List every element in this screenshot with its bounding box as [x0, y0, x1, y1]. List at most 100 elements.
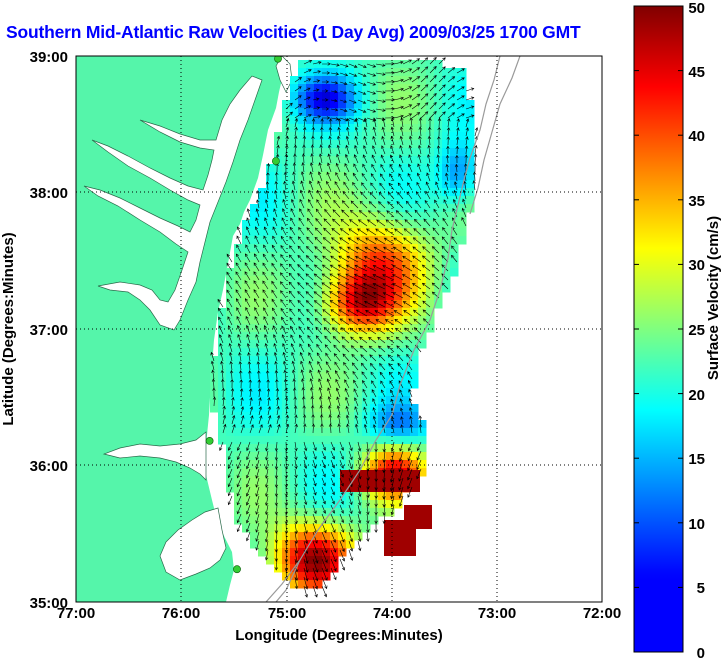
velocity-arrow	[339, 549, 345, 562]
velocity-arrow	[301, 153, 306, 164]
velocity-cell	[330, 76, 339, 85]
velocity-cell	[258, 492, 267, 501]
velocity-cell	[274, 540, 283, 549]
velocity-cell	[378, 252, 387, 261]
velocity-cell	[394, 236, 403, 245]
velocity-cell	[346, 188, 355, 197]
velocity-arrow	[294, 540, 299, 554]
velocity-arrow	[283, 369, 287, 380]
velocity-cell	[378, 316, 387, 325]
velocity-arrow	[355, 309, 368, 317]
velocity-cell	[266, 556, 275, 565]
velocity-cell	[306, 92, 315, 101]
velocity-arrow	[438, 93, 446, 101]
velocity-cell	[434, 268, 443, 277]
velocity-cell	[410, 196, 419, 205]
velocity-cell	[362, 124, 371, 133]
velocity-cell	[298, 60, 307, 69]
velocity-arrow	[407, 441, 413, 452]
velocity-arrow	[407, 477, 413, 490]
velocity-arrow	[255, 226, 260, 236]
velocity-arrow	[345, 282, 359, 290]
velocity-cell	[306, 180, 315, 189]
velocity-arrow	[335, 171, 341, 182]
velocity-arrow	[382, 504, 386, 516]
velocity-cell	[314, 460, 323, 469]
velocity-cell	[354, 396, 363, 405]
velocity-arrow	[276, 396, 280, 407]
velocity-cell	[258, 364, 267, 373]
velocity-arrow	[369, 191, 377, 200]
velocity-cell	[402, 460, 411, 469]
velocity-arrow	[411, 67, 421, 74]
velocity-cell	[370, 100, 379, 109]
velocity-cell	[330, 372, 339, 381]
velocity-arrow	[397, 362, 404, 371]
velocity-arrow	[416, 459, 422, 471]
velocity-arrow	[346, 255, 359, 263]
velocity-cell	[282, 204, 291, 213]
velocity-cell	[322, 500, 331, 509]
velocity-arrow	[320, 126, 324, 137]
velocity-arrow	[357, 441, 362, 452]
velocity-cell	[274, 356, 283, 365]
velocity-arrow	[403, 318, 413, 326]
velocity-arrow	[313, 300, 323, 308]
velocity-arrow	[437, 135, 441, 146]
velocity-cell	[250, 524, 259, 533]
velocity-arrow	[236, 450, 242, 461]
velocity-cell	[426, 108, 435, 117]
velocity-cell	[450, 156, 459, 165]
velocity-cell	[226, 404, 235, 413]
velocity-arrow	[372, 415, 377, 425]
velocity-arrow	[308, 352, 314, 362]
velocity-cell	[346, 108, 355, 117]
velocity-cell	[322, 76, 331, 85]
velocity-cell	[314, 156, 323, 165]
velocity-cell	[370, 148, 379, 157]
velocity-arrow	[306, 227, 314, 236]
velocity-arrow	[429, 84, 437, 92]
velocity-arrow	[370, 182, 377, 191]
velocity-arrow	[372, 424, 377, 434]
velocity-arrow	[411, 76, 421, 83]
velocity-arrow	[329, 291, 341, 299]
velocity-cell	[218, 420, 227, 429]
velocity-cell	[370, 212, 379, 221]
velocity-arrow	[240, 424, 245, 434]
velocity-cell	[402, 116, 411, 125]
velocity-arrow	[372, 145, 377, 155]
velocity-arrow	[445, 163, 449, 173]
velocity-arrow	[417, 163, 422, 173]
velocity-arrow	[400, 407, 404, 416]
velocity-arrow	[318, 171, 323, 182]
velocity-arrow	[363, 117, 368, 128]
velocity-arrow	[327, 396, 332, 407]
velocity-cell	[330, 564, 339, 573]
velocity-arrow	[297, 273, 305, 281]
velocity-cell	[378, 340, 387, 349]
velocity-arrow	[437, 117, 442, 128]
velocity-cell	[250, 356, 259, 365]
velocity-cell	[466, 196, 475, 205]
velocity-cell	[402, 180, 411, 189]
velocity-arrow	[339, 318, 350, 326]
velocity-cell	[346, 116, 355, 125]
velocity-cell	[306, 428, 315, 437]
velocity-arrow	[327, 153, 332, 164]
velocity-cell	[322, 420, 331, 429]
velocity-cell	[338, 84, 347, 93]
velocity-cell	[282, 180, 291, 189]
velocity-cell	[298, 236, 307, 245]
velocity-arrow	[399, 398, 404, 407]
velocity-cell	[346, 100, 355, 109]
velocity-arrow	[255, 441, 260, 452]
velocity-cell	[274, 252, 283, 261]
velocity-cell	[290, 516, 299, 525]
velocity-cell	[354, 404, 363, 413]
velocity-arrow	[221, 396, 226, 407]
velocity-cell	[250, 284, 259, 293]
velocity-arrow	[401, 264, 413, 272]
velocity-cell	[362, 460, 371, 469]
velocity-arrow	[303, 531, 309, 545]
